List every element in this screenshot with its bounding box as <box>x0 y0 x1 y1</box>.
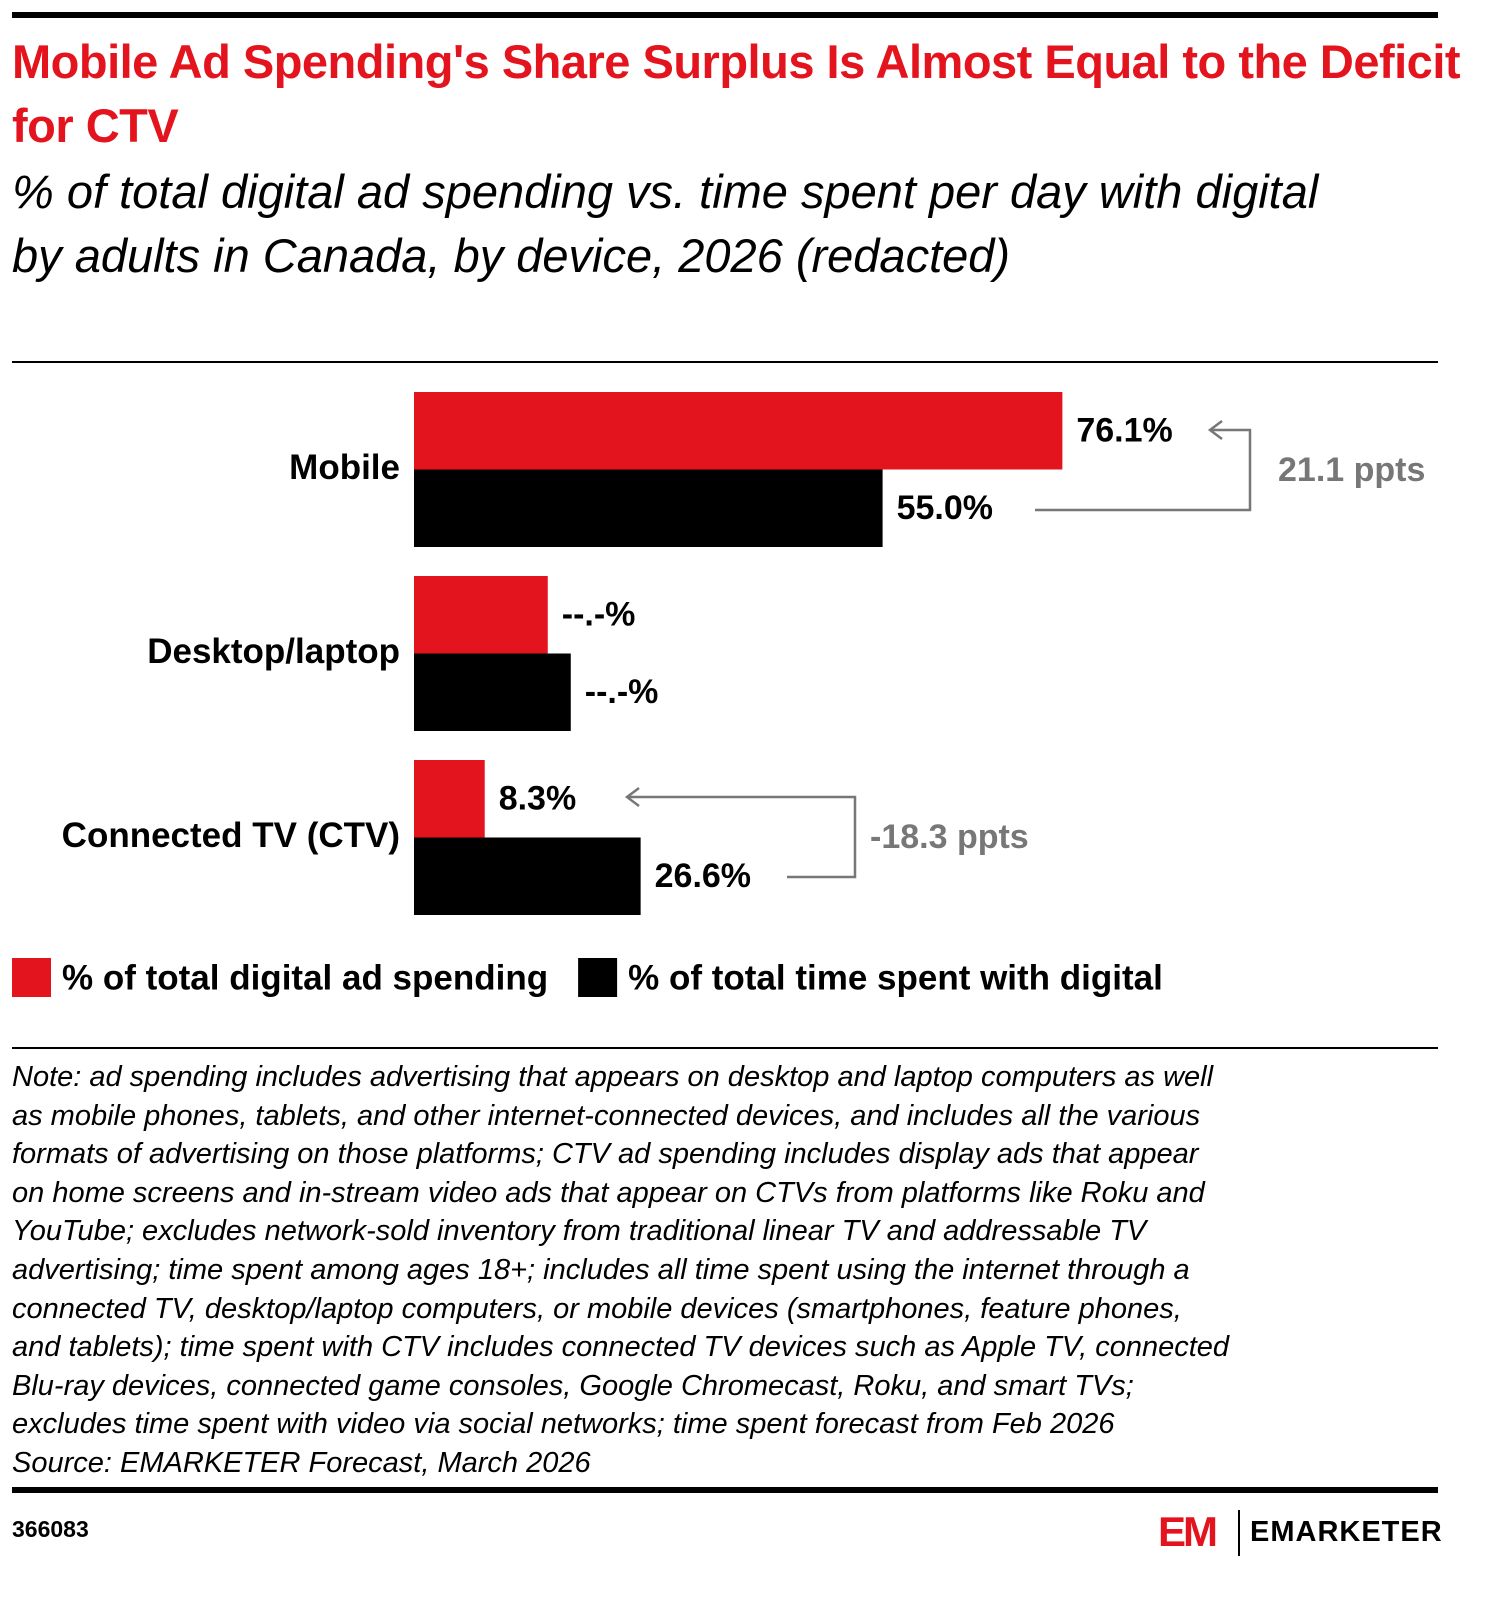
annotation-arrowhead <box>624 787 640 807</box>
logo-mark: EM <box>1158 1508 1218 1555</box>
legend-swatch <box>12 958 51 997</box>
value-label: 26.6% <box>655 857 751 895</box>
category-label: Mobile <box>289 448 400 487</box>
annotation-bracket <box>627 795 857 879</box>
source: Source: EMARKETER Forecast, March 2026 <box>12 1446 591 1479</box>
annotation: 21.1 ppts <box>1278 451 1425 489</box>
bottom-rule <box>12 1487 1438 1493</box>
value-label: 55.0% <box>897 489 993 527</box>
note-line: excludes time spent with video via socia… <box>12 1408 1115 1441</box>
category-label: Connected TV (CTV) <box>62 816 400 855</box>
value-label: --.-% <box>585 673 659 711</box>
chart-title: Mobile Ad Spending's Share Surplus Is Al… <box>12 35 1461 152</box>
note-line: Note: ad spending includes advertising t… <box>12 1061 1214 1093</box>
note-line: YouTube; excludes network-sold inventory… <box>12 1215 1147 1248</box>
bar <box>414 837 641 915</box>
brand: EMARKETER <box>1250 1516 1443 1548</box>
bar <box>414 653 571 731</box>
legend-label: % of total digital ad spending <box>62 958 548 997</box>
note-line: advertising; time spent among ages 18+; … <box>12 1253 1190 1286</box>
annotation-bracket <box>1035 428 1252 512</box>
chart-id: 366083 <box>12 1516 89 1542</box>
bar <box>414 392 1063 470</box>
chart: Mobile 76.1% 55.0% Desktop/laptop --.-% --.-%… <box>12 392 1425 997</box>
bar <box>414 469 883 547</box>
note-line: and tablets); time spent with CTV includ… <box>12 1331 1230 1364</box>
logo-divider <box>1238 1510 1240 1556</box>
annotation: -18.3 ppts <box>870 818 1029 856</box>
chart-subtitle: % of total digital ad spending vs. time … <box>12 165 1319 282</box>
rule <box>12 1047 1438 1049</box>
legend-swatch <box>578 958 618 997</box>
bar <box>414 760 485 838</box>
legend-label: % of total time spent with digital <box>628 958 1163 997</box>
bar <box>414 576 548 654</box>
note-line: Blu-ray devices, connected game consoles… <box>12 1369 1134 1402</box>
note: Note: ad spending includes advertising t… <box>12 1058 1229 1483</box>
annotation-arrowhead <box>1207 420 1223 440</box>
category-label: Desktop/laptop <box>147 632 400 671</box>
top-rule <box>12 12 1438 18</box>
note-line: connected TV, desktop/laptop computers, … <box>12 1292 1182 1325</box>
value-label: 8.3% <box>499 780 577 818</box>
value-label: 76.1% <box>1076 412 1172 450</box>
note-line: on home screens and in-stream video ads … <box>12 1176 1205 1209</box>
value-label: --.-% <box>562 596 636 634</box>
note-line: as mobile phones, tablets, and other int… <box>12 1099 1201 1132</box>
note-line: formats of advertising on those platform… <box>12 1138 1199 1171</box>
rule <box>12 361 1438 363</box>
